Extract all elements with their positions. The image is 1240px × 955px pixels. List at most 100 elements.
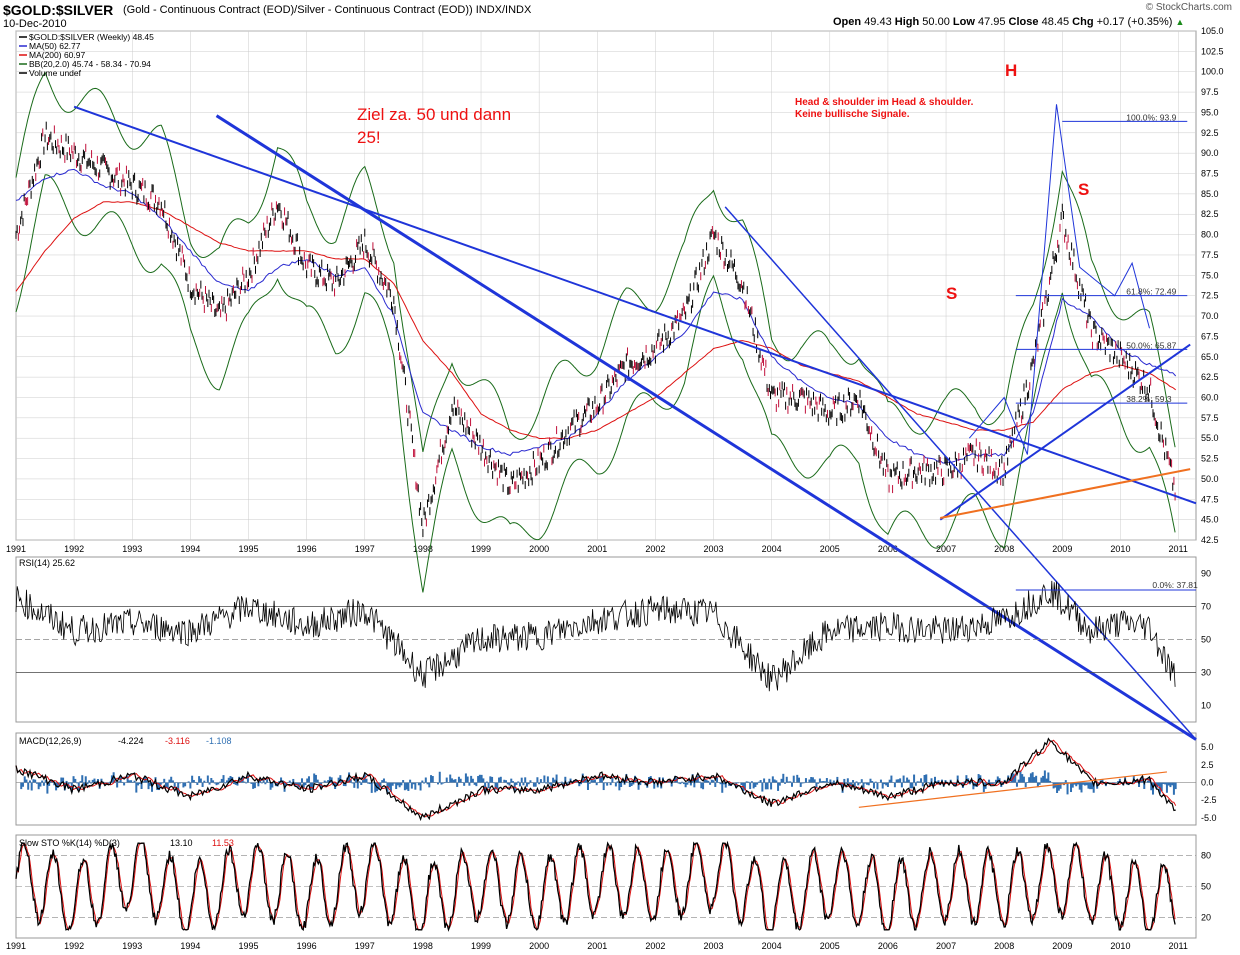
fib-level-label: 38.2%: 59.3 xyxy=(1126,394,1172,404)
legend-entry: Volume undef xyxy=(29,68,82,78)
bottom-x-tick-label: 1997 xyxy=(355,941,375,951)
rsi-y-tick-label: 90 xyxy=(1201,569,1211,579)
panel-frame-macd xyxy=(15,732,1197,826)
price-x-tick-label: 2001 xyxy=(587,544,607,554)
high-value: 50.00 xyxy=(922,16,950,28)
price-y-tick-label: 90.0 xyxy=(1201,148,1219,158)
annotation-target-line2: 25! xyxy=(357,128,381,147)
bottom-x-tick-label: 2002 xyxy=(645,941,665,951)
sto-y-tick-label: 80 xyxy=(1201,851,1211,861)
sto-legend: Slow STO %K(14) %D(3) xyxy=(19,838,120,848)
chg-arrow-icon: ▲ xyxy=(1175,17,1185,27)
bollinger-lower-line xyxy=(15,174,1176,593)
annotation-left-shoulder: S xyxy=(946,284,957,303)
price-x-tick-label: 1995 xyxy=(239,544,259,554)
bottom-x-tick-label: 2008 xyxy=(994,941,1014,951)
rsi-y-tick-label: 50 xyxy=(1201,635,1211,645)
macd-y-tick-label: -5.0 xyxy=(1201,813,1217,823)
price-x-tick-label: 1993 xyxy=(122,544,142,554)
ma200-line xyxy=(15,201,1177,440)
price-x-tick-label: 2011 xyxy=(1169,544,1188,554)
price-y-tick-label: 45.0 xyxy=(1201,515,1219,525)
price-y-tick-label: 102.5 xyxy=(1201,46,1224,56)
head-shoulder-pattern xyxy=(968,104,1150,455)
fib-level-label: 61.8%: 72.49 xyxy=(1126,287,1176,297)
bollinger-upper-line xyxy=(15,71,1176,453)
bottom-x-tick-label: 2011 xyxy=(1169,941,1188,951)
bottom-x-tick-label: 1999 xyxy=(471,941,491,951)
high-label: High xyxy=(894,16,920,28)
price-y-tick-label: 70.0 xyxy=(1201,311,1219,321)
sto-d-line xyxy=(15,842,1176,931)
rsi-y-tick-label: 70 xyxy=(1201,602,1211,612)
open-value: 49.43 xyxy=(864,16,892,28)
annotation-target-line1: Ziel za. 50 und dann xyxy=(357,105,511,124)
price-x-tick-label: 2005 xyxy=(820,544,840,554)
bottom-x-tick-label: 2004 xyxy=(762,941,782,951)
price-y-tick-label: 105.0 xyxy=(1201,26,1224,36)
macd-legend-hist: -1.108 xyxy=(206,736,232,746)
bottom-x-tick-label: 1996 xyxy=(297,941,317,951)
chg-value: +0.17 (+0.35%) xyxy=(1096,16,1173,28)
fib-level-label: 100.0%: 93.9 xyxy=(1126,112,1176,122)
price-y-tick-label: 57.5 xyxy=(1201,413,1219,423)
price-x-tick-label: 1997 xyxy=(355,544,375,554)
macd-y-tick-label: 5.0 xyxy=(1201,742,1214,752)
macd-line xyxy=(15,737,1176,822)
bottom-x-tick-label: 2010 xyxy=(1110,941,1130,951)
annotation-hs-text1: Head & shoulder im Head & shoulder. xyxy=(795,97,974,108)
legend-entry: $GOLD:$SILVER (Weekly) 48.45 xyxy=(29,32,154,42)
annotation-head-label: H xyxy=(1005,61,1017,80)
bottom-x-tick-label: 1995 xyxy=(239,941,259,951)
annotation-right-shoulder: S xyxy=(1078,180,1089,199)
price-y-tick-label: 100.0 xyxy=(1201,67,1224,77)
price-x-tick-label: 2002 xyxy=(645,544,665,554)
trendline-2003 xyxy=(724,206,1197,741)
price-x-tick-label: 1999 xyxy=(471,544,491,554)
price-x-tick-label: 1991 xyxy=(6,544,26,554)
bottom-x-tick-label: 1991 xyxy=(6,941,26,951)
macd-y-tick-label: 0.0 xyxy=(1201,778,1214,788)
price-y-tick-label: 75.0 xyxy=(1201,270,1219,280)
sto-legend-k: 13.10 xyxy=(170,838,193,848)
sto-y-tick-label: 50 xyxy=(1201,882,1211,892)
annotation-hs-text2: Keine bullische Signale. xyxy=(795,109,910,120)
price-x-tick-label: 2010 xyxy=(1110,544,1130,554)
bottom-x-tick-label: 1992 xyxy=(64,941,84,951)
chg-label: Chg xyxy=(1072,16,1094,28)
price-y-tick-label: 65.0 xyxy=(1201,352,1219,362)
trendline-support xyxy=(939,343,1191,521)
macd-orange-trendline xyxy=(858,771,1168,808)
price-y-tick-label: 42.5 xyxy=(1201,535,1219,545)
price-y-tick-label: 62.5 xyxy=(1201,372,1219,382)
close-value: 48.45 xyxy=(1041,16,1070,28)
bottom-x-tick-label: 1994 xyxy=(180,941,200,951)
rsi-line xyxy=(15,580,1176,692)
bottom-x-tick-label: 2001 xyxy=(587,941,607,951)
price-y-tick-label: 97.5 xyxy=(1201,87,1219,97)
trendline-major xyxy=(215,114,1197,741)
macd-legend-value: -4.224 xyxy=(118,736,144,746)
price-x-tick-label: 2006 xyxy=(878,544,898,554)
price-y-tick-label: 72.5 xyxy=(1201,291,1219,301)
price-y-tick-label: 82.5 xyxy=(1201,209,1219,219)
low-label: Low xyxy=(952,16,975,28)
trendline-orange xyxy=(940,468,1191,519)
price-y-tick-label: 80.0 xyxy=(1201,230,1219,240)
legend-entry: MA(200) 60.97 xyxy=(29,50,85,60)
bottom-x-tick-label: 2006 xyxy=(878,941,898,951)
bottom-x-tick-label: 2000 xyxy=(529,941,549,951)
price-x-tick-label: 1998 xyxy=(413,544,433,554)
rsi-y-tick-label: 10 xyxy=(1201,701,1211,711)
price-y-tick-label: 47.5 xyxy=(1201,494,1219,504)
chart-date: 10-Dec-2010 xyxy=(3,18,67,30)
rsi-fib-label: 0.0%: 37.81 xyxy=(1152,580,1198,590)
fib-level-label: 50.0%: 65.87 xyxy=(1126,340,1176,350)
price-y-tick-label: 67.5 xyxy=(1201,331,1219,341)
sto-legend-d: 11.53 xyxy=(212,838,234,848)
rsi-legend: RSI(14) 25.62 xyxy=(19,558,75,568)
macd-y-tick-label: 2.5 xyxy=(1201,760,1214,770)
price-x-tick-label: 1996 xyxy=(297,544,317,554)
open-label: Open xyxy=(833,16,862,28)
